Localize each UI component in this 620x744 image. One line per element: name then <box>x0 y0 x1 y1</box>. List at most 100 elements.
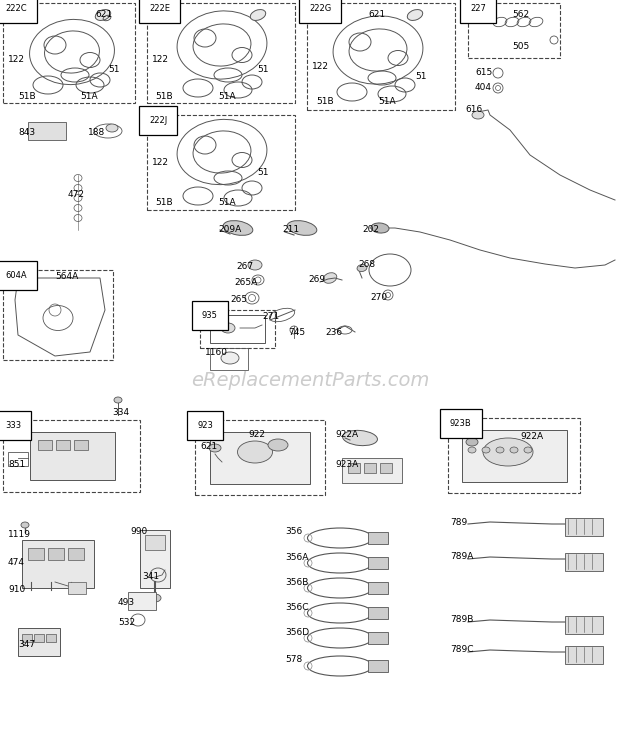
Text: 211: 211 <box>282 225 299 234</box>
Bar <box>34 634 44 642</box>
Bar <box>368 607 388 619</box>
Text: 269: 269 <box>308 275 325 284</box>
Ellipse shape <box>223 221 253 235</box>
Ellipse shape <box>221 352 239 364</box>
Text: 222G: 222G <box>309 4 331 13</box>
Text: 51A: 51A <box>80 92 97 101</box>
Bar <box>28 122 66 140</box>
Bar <box>128 592 156 610</box>
Text: 51: 51 <box>257 65 268 74</box>
Text: 122: 122 <box>152 158 169 167</box>
Ellipse shape <box>371 223 389 233</box>
Bar <box>565 518 603 536</box>
Bar <box>3 3 135 103</box>
Text: 222E: 222E <box>149 4 170 13</box>
Ellipse shape <box>248 260 262 270</box>
Ellipse shape <box>114 397 122 403</box>
Text: 789A: 789A <box>450 552 474 561</box>
Text: 268: 268 <box>358 260 375 269</box>
Text: 472: 472 <box>68 190 85 199</box>
Ellipse shape <box>472 111 484 119</box>
Text: 51A: 51A <box>218 198 236 207</box>
Text: 404: 404 <box>475 83 492 92</box>
Bar <box>28 548 44 560</box>
Text: 851: 851 <box>8 460 25 469</box>
Text: 236: 236 <box>325 328 342 337</box>
Text: 923: 923 <box>197 421 213 430</box>
Text: 935: 935 <box>202 311 218 320</box>
Bar <box>195 420 325 495</box>
Text: eReplacementParts.com: eReplacementParts.com <box>191 371 429 390</box>
Text: 843: 843 <box>18 128 35 137</box>
Text: 923: 923 <box>198 422 214 431</box>
Text: 51B: 51B <box>155 92 172 101</box>
Text: 922A: 922A <box>520 432 543 441</box>
Ellipse shape <box>466 438 478 446</box>
Bar <box>210 432 310 484</box>
Text: 789: 789 <box>450 518 467 527</box>
Bar <box>68 582 86 594</box>
Bar <box>468 3 560 58</box>
Text: 209A: 209A <box>218 225 241 234</box>
Ellipse shape <box>221 323 235 333</box>
Text: 51: 51 <box>257 168 268 177</box>
Text: 356: 356 <box>285 527 302 536</box>
Bar <box>46 634 56 642</box>
Text: 265: 265 <box>230 295 247 304</box>
Text: 789C: 789C <box>450 645 474 654</box>
Bar <box>368 532 388 544</box>
Text: 188: 188 <box>88 128 105 137</box>
Ellipse shape <box>343 430 378 446</box>
Bar <box>48 548 64 560</box>
Bar <box>74 440 88 450</box>
Bar <box>147 3 295 103</box>
Text: 333: 333 <box>5 421 21 430</box>
Bar <box>3 270 113 360</box>
Bar <box>565 616 603 634</box>
Text: 474: 474 <box>8 558 25 567</box>
Text: 922: 922 <box>248 430 265 439</box>
Text: 356D: 356D <box>285 628 309 637</box>
Ellipse shape <box>407 10 423 20</box>
Bar <box>448 418 580 493</box>
Bar <box>348 463 360 473</box>
Text: 604A: 604A <box>5 271 27 280</box>
Text: 990: 990 <box>130 527 148 536</box>
Ellipse shape <box>483 438 533 466</box>
Text: 341: 341 <box>142 572 159 581</box>
Ellipse shape <box>209 444 221 452</box>
Text: 51B: 51B <box>316 97 334 106</box>
Bar <box>8 452 28 466</box>
Ellipse shape <box>268 439 288 451</box>
Ellipse shape <box>468 447 476 453</box>
Bar <box>18 628 60 656</box>
Text: 493: 493 <box>118 598 135 607</box>
Text: 356C: 356C <box>285 603 309 612</box>
Text: 122: 122 <box>152 55 169 64</box>
Bar <box>145 535 165 550</box>
Text: 51B: 51B <box>155 198 172 207</box>
Text: 923A: 923A <box>335 460 358 469</box>
Bar <box>210 315 265 343</box>
Ellipse shape <box>323 273 337 283</box>
Text: 51B: 51B <box>18 92 35 101</box>
Text: 51A: 51A <box>378 97 396 106</box>
Ellipse shape <box>287 221 317 235</box>
Bar <box>342 458 402 483</box>
Text: 621: 621 <box>95 10 112 19</box>
Text: 347: 347 <box>18 640 35 649</box>
Text: 505: 505 <box>512 42 529 51</box>
Text: 604A: 604A <box>6 272 28 281</box>
Ellipse shape <box>95 10 111 20</box>
Bar <box>210 348 248 370</box>
Ellipse shape <box>357 264 367 272</box>
Ellipse shape <box>149 594 161 602</box>
Text: 789B: 789B <box>450 615 474 624</box>
Bar <box>368 660 388 672</box>
Text: 615: 615 <box>475 68 492 77</box>
Text: 222J: 222J <box>149 116 167 125</box>
Text: 532: 532 <box>118 618 135 627</box>
Ellipse shape <box>482 447 490 453</box>
Bar <box>22 634 32 642</box>
Text: 356A: 356A <box>285 553 308 562</box>
